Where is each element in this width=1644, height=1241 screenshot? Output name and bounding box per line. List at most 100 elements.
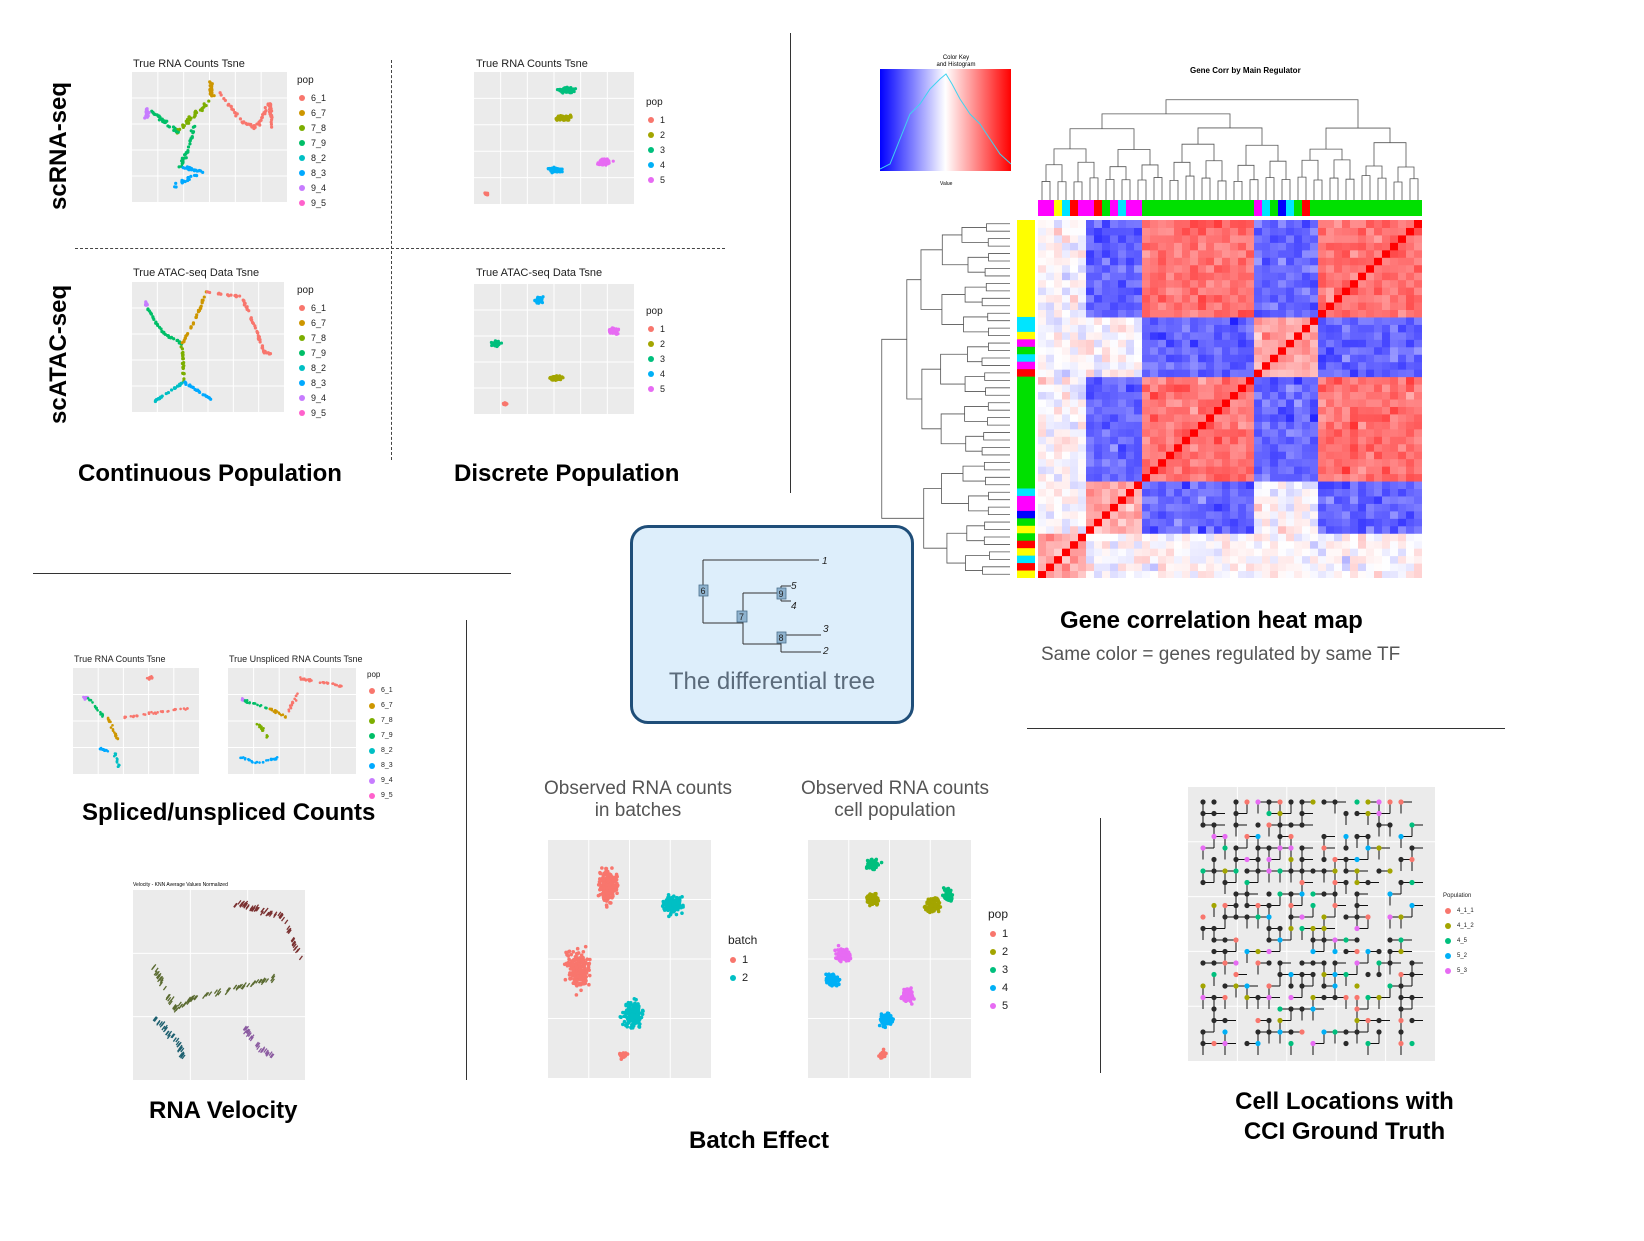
heatmap-cell — [1182, 540, 1191, 549]
heatmap-cell — [1110, 249, 1119, 258]
heatmap-cell — [1398, 428, 1407, 437]
heatmap-cell — [1038, 481, 1047, 489]
velocity-arrow — [279, 914, 284, 920]
heatmap-cell — [1398, 302, 1407, 310]
heatmap-cell — [1286, 376, 1295, 385]
data-point — [325, 681, 328, 684]
heatmap-cell — [1414, 302, 1422, 310]
heatmap-cell — [1382, 413, 1391, 422]
heatmap-cell — [1102, 421, 1111, 430]
heatmap-cell — [1038, 309, 1047, 318]
heatmap-cell — [1390, 249, 1399, 258]
heatmap-cell — [1198, 443, 1207, 452]
heatmap-cell — [1182, 548, 1191, 557]
data-point — [571, 949, 576, 954]
heatmap-cell — [1318, 294, 1327, 303]
heatmap-cell — [1374, 488, 1383, 497]
data-point — [608, 901, 613, 905]
heatmap-cell — [1214, 220, 1223, 228]
velocity-arrow — [254, 904, 260, 910]
heatmap-cell — [1070, 510, 1079, 519]
plot-title-spliced: True RNA Counts Tsne — [74, 654, 166, 664]
data-point — [623, 1051, 628, 1056]
heatmap-cell — [1062, 309, 1071, 318]
data-point — [179, 707, 182, 711]
heatmap-cell — [1126, 473, 1135, 482]
heatmap-cell — [1286, 369, 1295, 378]
heatmap-cell — [1158, 481, 1167, 489]
heatmap-cell — [1406, 227, 1415, 236]
heatmap-cell — [1182, 302, 1191, 310]
heatmap-cell — [1382, 399, 1391, 407]
heatmap-cell — [1382, 287, 1391, 296]
heatmap-cell — [1278, 331, 1287, 340]
heatmap-cell — [1406, 257, 1415, 266]
heatmap-cell — [1126, 369, 1135, 378]
heatmap-cell — [1094, 287, 1103, 296]
heatmap-cell — [1366, 391, 1375, 400]
heatmap-cell — [1398, 413, 1407, 422]
data-point — [195, 169, 199, 173]
heatmap-cell — [1038, 548, 1047, 557]
heatmap-cell — [1246, 495, 1255, 504]
heatmap-cell — [1198, 570, 1207, 578]
heatmap-cell — [1134, 503, 1143, 512]
heatmap-cell — [1094, 563, 1103, 572]
velocity-arrow — [170, 1033, 175, 1039]
heatmap-cell — [1062, 466, 1071, 475]
heatmap-cell — [1334, 451, 1343, 460]
plot-title-disc-rna: True RNA Counts Tsne — [476, 58, 588, 70]
heatmap-cell — [1142, 249, 1151, 258]
velocity-arrow — [172, 1004, 177, 1010]
heatmap-cell — [1374, 234, 1383, 243]
heatmap-cell — [1206, 518, 1215, 527]
plot-spliced — [73, 668, 199, 774]
heatmap-cell — [1166, 533, 1175, 542]
heatmap-cell — [1054, 249, 1063, 258]
legend-item: 2 — [728, 969, 757, 987]
heatmap-cell — [1390, 331, 1399, 340]
colorbar-cell — [1038, 200, 1047, 216]
heatmap-cell — [1102, 466, 1111, 475]
heatmap-cell — [1334, 309, 1343, 318]
heatmap-cell — [1214, 525, 1223, 534]
legend-label: 5 — [660, 383, 666, 394]
heatmap-cell — [1150, 249, 1159, 258]
heatmap-cell — [1374, 369, 1383, 378]
heatmap-cell — [1270, 428, 1279, 437]
heatmap-cell — [1334, 369, 1343, 378]
heatmap-cell — [1246, 555, 1255, 564]
heatmap-cell — [1358, 339, 1367, 348]
heatmap-cell — [1166, 279, 1175, 288]
heatmap-cell — [1110, 421, 1119, 430]
data-point — [622, 1019, 627, 1024]
heatmap-cell — [1222, 488, 1231, 497]
data-point — [608, 872, 613, 877]
data-point — [182, 156, 187, 160]
heatmap-cell — [1350, 421, 1359, 430]
heatmap-cell — [1270, 466, 1279, 475]
heatmap-cell — [1046, 428, 1055, 437]
heatmap-cell — [1094, 376, 1103, 385]
heatmap-cell — [1310, 488, 1319, 497]
heatmap-cell — [1150, 384, 1159, 393]
data-point — [217, 291, 221, 295]
heatmap-cell — [1094, 294, 1103, 303]
heatmap-cell — [1286, 428, 1295, 437]
heatmap-cell — [1102, 331, 1111, 340]
heatmap-cell — [1278, 443, 1287, 452]
heatmap-cell — [1326, 234, 1335, 243]
heatmap-cell — [1158, 391, 1167, 400]
heatmap-cell — [1366, 220, 1375, 228]
heatmap-cell — [1358, 227, 1367, 236]
heatmap-cell — [1246, 264, 1255, 273]
heatmap-cell — [1374, 451, 1383, 460]
heatmap-cell — [1334, 384, 1343, 393]
heatmap-cell — [1270, 220, 1279, 228]
data-point — [191, 321, 196, 325]
heatmap-cell — [1302, 391, 1311, 400]
heatmap-cell — [1190, 227, 1199, 236]
heatmap-cell — [1214, 361, 1223, 370]
heatmap-cell — [1046, 503, 1055, 512]
